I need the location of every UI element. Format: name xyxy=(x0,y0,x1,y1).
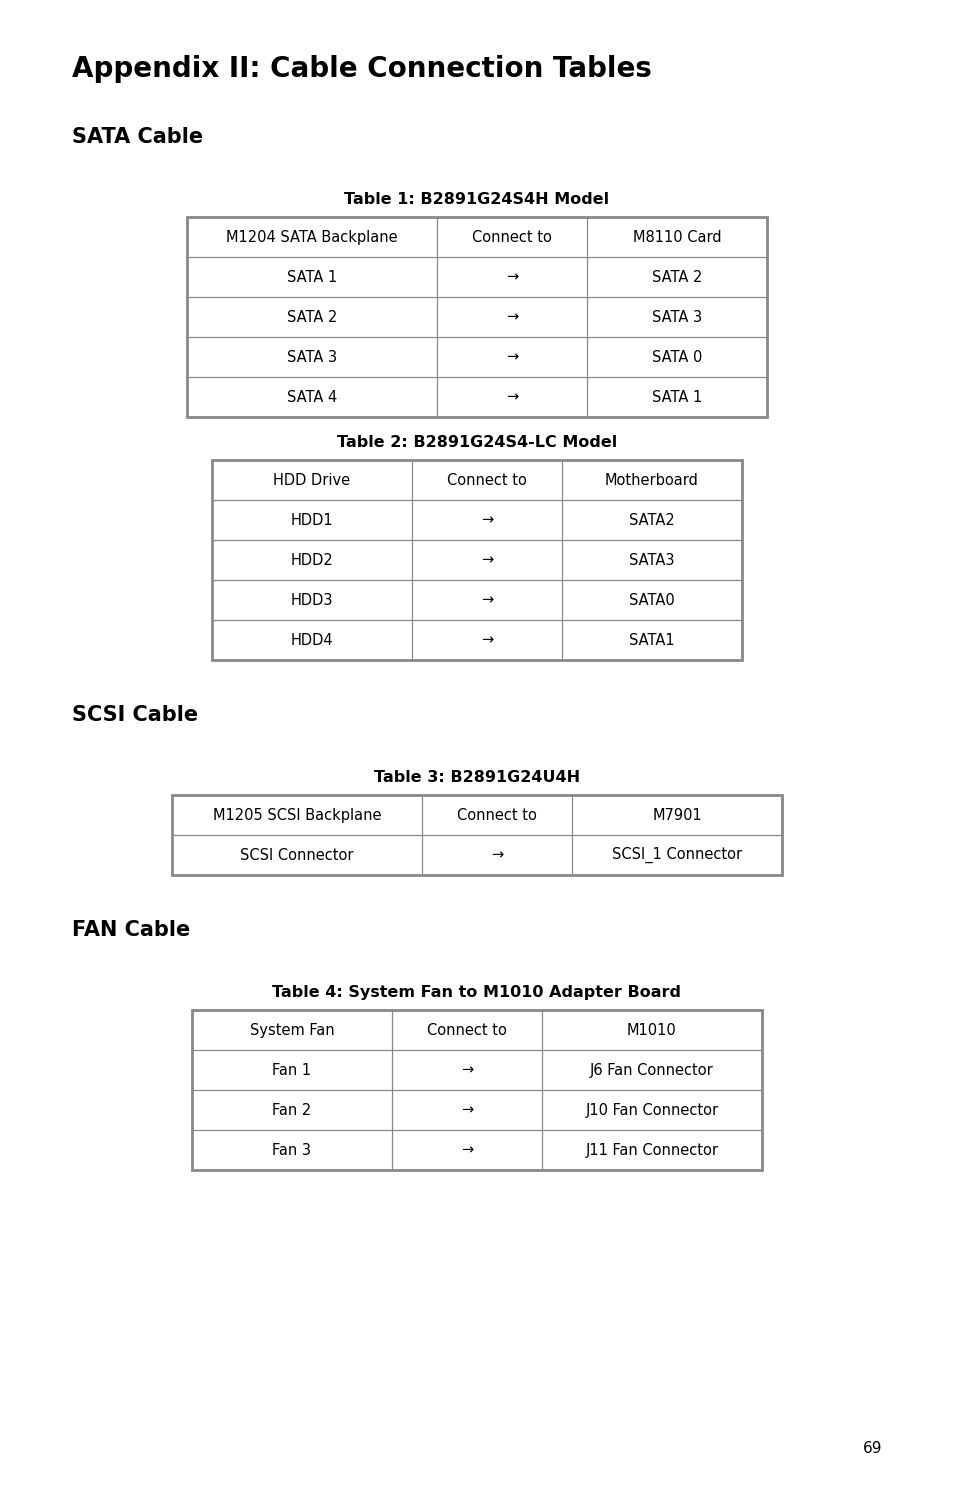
Text: Appendix II: Cable Connection Tables: Appendix II: Cable Connection Tables xyxy=(71,55,651,84)
Text: →: → xyxy=(460,1062,473,1077)
Bar xyxy=(192,1010,761,1170)
Text: →: → xyxy=(460,1103,473,1118)
Text: Connect to: Connect to xyxy=(472,230,552,245)
Text: 69: 69 xyxy=(862,1442,882,1457)
Text: →: → xyxy=(505,350,517,365)
Text: Table 3: B2891G24U4H: Table 3: B2891G24U4H xyxy=(374,769,579,784)
Bar xyxy=(172,795,781,875)
Text: HDD Drive: HDD Drive xyxy=(274,472,350,487)
Text: SATA 0: SATA 0 xyxy=(651,350,701,365)
Text: Motherboard: Motherboard xyxy=(604,472,699,487)
Bar xyxy=(187,217,766,417)
Text: FAN Cable: FAN Cable xyxy=(71,920,190,940)
Text: →: → xyxy=(480,553,493,568)
Bar xyxy=(212,460,741,660)
Text: HDD1: HDD1 xyxy=(291,512,333,527)
Text: →: → xyxy=(480,632,493,647)
Text: SATA 3: SATA 3 xyxy=(287,350,336,365)
Text: SATA0: SATA0 xyxy=(628,593,674,608)
Text: Fan 2: Fan 2 xyxy=(273,1103,312,1118)
Text: SATA1: SATA1 xyxy=(629,632,674,647)
Text: SATA Cable: SATA Cable xyxy=(71,127,203,146)
Text: J10 Fan Connector: J10 Fan Connector xyxy=(585,1103,718,1118)
Text: SATA3: SATA3 xyxy=(629,553,674,568)
Text: →: → xyxy=(505,309,517,324)
Text: SATA 4: SATA 4 xyxy=(287,390,336,405)
Text: Table 4: System Fan to M1010 Adapter Board: Table 4: System Fan to M1010 Adapter Boa… xyxy=(273,985,680,999)
Text: SCSI Cable: SCSI Cable xyxy=(71,705,198,725)
Text: M1205 SCSI Backplane: M1205 SCSI Backplane xyxy=(213,807,381,823)
Text: Connect to: Connect to xyxy=(456,807,537,823)
Text: →: → xyxy=(480,593,493,608)
Text: HDD2: HDD2 xyxy=(291,553,333,568)
Text: M7901: M7901 xyxy=(652,807,701,823)
Text: J6 Fan Connector: J6 Fan Connector xyxy=(590,1062,713,1077)
Text: Table 2: B2891G24S4-LC Model: Table 2: B2891G24S4-LC Model xyxy=(336,435,617,450)
Text: Connect to: Connect to xyxy=(447,472,526,487)
Text: →: → xyxy=(460,1143,473,1158)
Text: SATA 2: SATA 2 xyxy=(651,269,701,284)
Text: SCSI Connector: SCSI Connector xyxy=(240,847,354,862)
Text: Connect to: Connect to xyxy=(427,1022,506,1037)
Text: Fan 3: Fan 3 xyxy=(273,1143,312,1158)
Text: SCSI_1 Connector: SCSI_1 Connector xyxy=(611,847,741,864)
Text: →: → xyxy=(505,390,517,405)
Text: System Fan: System Fan xyxy=(250,1022,334,1037)
Text: J11 Fan Connector: J11 Fan Connector xyxy=(585,1143,718,1158)
Text: SATA 1: SATA 1 xyxy=(287,269,336,284)
Text: →: → xyxy=(505,269,517,284)
Text: SATA 3: SATA 3 xyxy=(651,309,701,324)
Text: SATA 1: SATA 1 xyxy=(651,390,701,405)
Text: Table 1: B2891G24S4H Model: Table 1: B2891G24S4H Model xyxy=(344,193,609,208)
Text: M1010: M1010 xyxy=(626,1022,677,1037)
Text: HDD3: HDD3 xyxy=(291,593,333,608)
Text: M8110 Card: M8110 Card xyxy=(632,230,720,245)
Text: M1204 SATA Backplane: M1204 SATA Backplane xyxy=(226,230,397,245)
Text: HDD4: HDD4 xyxy=(291,632,333,647)
Text: Fan 1: Fan 1 xyxy=(273,1062,312,1077)
Text: SATA 2: SATA 2 xyxy=(287,309,336,324)
Text: →: → xyxy=(491,847,502,862)
Text: →: → xyxy=(480,512,493,527)
Text: SATA2: SATA2 xyxy=(628,512,674,527)
